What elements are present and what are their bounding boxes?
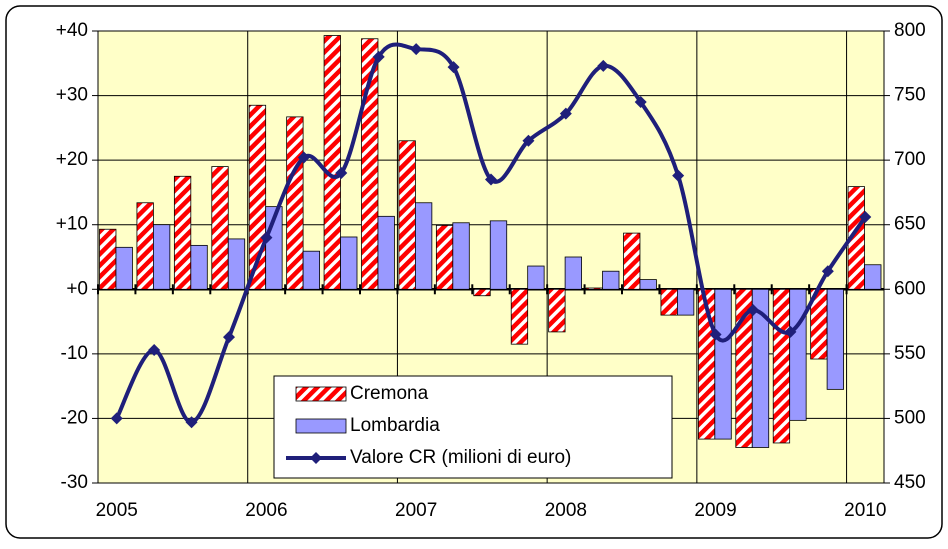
bar — [227, 238, 246, 290]
y2-tick-label: 550 — [894, 343, 926, 364]
bar — [323, 35, 341, 290]
legend-swatch — [295, 418, 347, 434]
y2-tick-label: 650 — [894, 214, 926, 235]
y2-tick-label: 600 — [894, 278, 926, 299]
marker — [410, 43, 423, 56]
x-tick-label: 2008 — [545, 500, 587, 521]
line — [114, 42, 867, 425]
legend-label: Cremona — [350, 383, 429, 404]
marker — [522, 134, 535, 147]
bar — [136, 202, 154, 290]
x-tick-label: 2010 — [844, 500, 886, 521]
legend-label: Lombardia — [350, 415, 440, 436]
bar — [286, 116, 304, 290]
y2-tick-label: 750 — [894, 85, 926, 106]
bar — [115, 246, 133, 290]
bar — [564, 256, 582, 290]
marker — [260, 231, 273, 244]
bar — [585, 287, 603, 290]
bar — [435, 224, 454, 290]
marker — [559, 107, 572, 120]
marker — [747, 303, 759, 316]
bar — [864, 264, 882, 290]
legend-marker — [310, 452, 322, 464]
y-tick-label: -20 — [61, 407, 88, 428]
bar — [847, 186, 865, 290]
y-tick-label: +40 — [56, 20, 88, 41]
y2-tick-label: 700 — [894, 149, 926, 170]
bar — [99, 228, 117, 290]
marker — [110, 412, 123, 425]
bar — [190, 244, 208, 290]
bar — [473, 288, 491, 297]
y2-tick-label: 800 — [894, 20, 926, 41]
marker — [485, 173, 497, 186]
bar — [676, 288, 695, 316]
marker — [335, 167, 348, 180]
bar — [248, 104, 267, 290]
marker — [297, 151, 310, 164]
bar — [527, 265, 545, 290]
x-tick-label: 2009 — [694, 500, 736, 521]
bar — [211, 166, 229, 290]
bar — [772, 288, 791, 444]
marker — [784, 325, 797, 338]
bar — [660, 288, 678, 316]
bar — [489, 220, 508, 290]
marker — [634, 96, 647, 109]
y2-tick-label: 500 — [894, 407, 926, 428]
x-tick-label: 2007 — [395, 500, 437, 521]
bar — [789, 288, 807, 421]
bar — [548, 288, 566, 333]
y-tick-label: -30 — [61, 472, 88, 493]
bar — [452, 222, 470, 290]
x-tick-label: 2005 — [96, 500, 138, 521]
marker — [597, 59, 610, 72]
bar — [639, 279, 657, 290]
bar — [152, 224, 171, 290]
marker — [185, 416, 198, 429]
bar — [826, 288, 844, 390]
bar — [398, 140, 416, 290]
y-tick-label: +10 — [56, 214, 88, 235]
legend-swatch — [295, 386, 347, 402]
bar — [623, 232, 641, 290]
x-tick-label: 2006 — [245, 500, 287, 521]
marker — [672, 169, 685, 182]
bar — [173, 175, 192, 290]
y-tick-label: +0 — [66, 278, 88, 299]
marker — [821, 265, 834, 278]
y-tick-label: -10 — [61, 343, 88, 364]
bar — [751, 288, 770, 448]
marker — [223, 331, 235, 344]
y2-tick-label: 450 — [894, 472, 926, 493]
bar — [510, 288, 529, 345]
marker — [859, 210, 872, 223]
bar — [602, 270, 620, 290]
bar — [714, 288, 732, 440]
bar — [377, 215, 395, 290]
bar — [414, 202, 433, 290]
legend-label: Valore CR (milioni di euro) — [350, 447, 571, 468]
y-tick-label: +20 — [56, 149, 88, 170]
bar — [340, 236, 358, 290]
marker — [447, 61, 460, 74]
marker — [148, 343, 161, 356]
marker — [709, 328, 722, 341]
bar — [302, 250, 320, 290]
y-tick-label: +30 — [56, 85, 88, 106]
marker — [372, 50, 385, 63]
